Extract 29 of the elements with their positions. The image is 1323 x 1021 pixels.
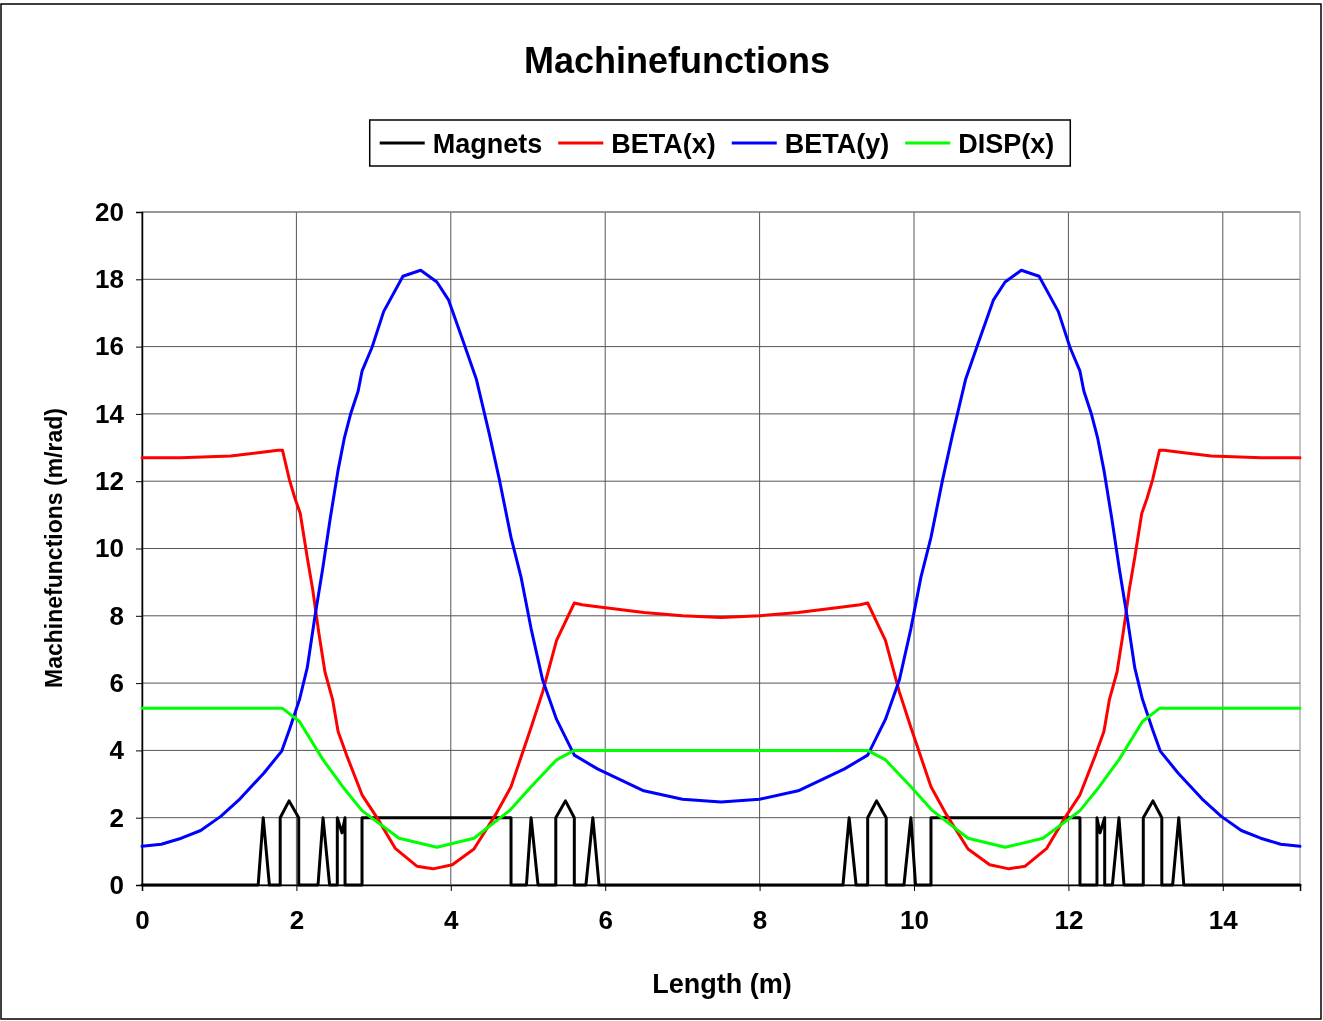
y-axis-title: Machinefunctions (m/rad) (41, 408, 67, 688)
y-tick-label: 2 (109, 802, 124, 833)
y-tick-label: 6 (109, 667, 124, 698)
y-tick-label: 12 (95, 466, 124, 497)
line-series (140, 268, 1302, 848)
line-series (140, 448, 1302, 871)
y-tick-label: 20 (95, 196, 124, 227)
legend-label: BETA(y) (784, 129, 890, 159)
y-tick-label: 8 (109, 600, 124, 631)
y-tick-label: 4 (109, 735, 125, 766)
x-tick-label: 12 (1054, 905, 1084, 936)
legend-label: DISP(x) (958, 129, 1055, 159)
x-axis-title: Length (m) (652, 969, 792, 999)
x-tick-label: 8 (752, 905, 768, 936)
x-tick-label: 0 (135, 905, 150, 936)
y-tick-label: 18 (95, 264, 124, 295)
x-tick-label: 2 (289, 905, 305, 936)
x-tick-label: 6 (598, 905, 613, 936)
y-tick-label: 0 (109, 869, 124, 900)
line-series (140, 706, 1302, 849)
chart-title: Machinefunctions (523, 40, 831, 81)
x-tick-label: 14 (1208, 905, 1239, 936)
x-tick-label: 10 (900, 905, 929, 936)
y-tick-label: 10 (95, 533, 124, 564)
legend-label: Magnets (432, 129, 543, 159)
legend-label: BETA(x) (611, 129, 716, 159)
y-tick-label: 16 (95, 331, 124, 362)
y-tick-label: 14 (95, 398, 125, 429)
x-tick-label: 4 (444, 905, 460, 936)
